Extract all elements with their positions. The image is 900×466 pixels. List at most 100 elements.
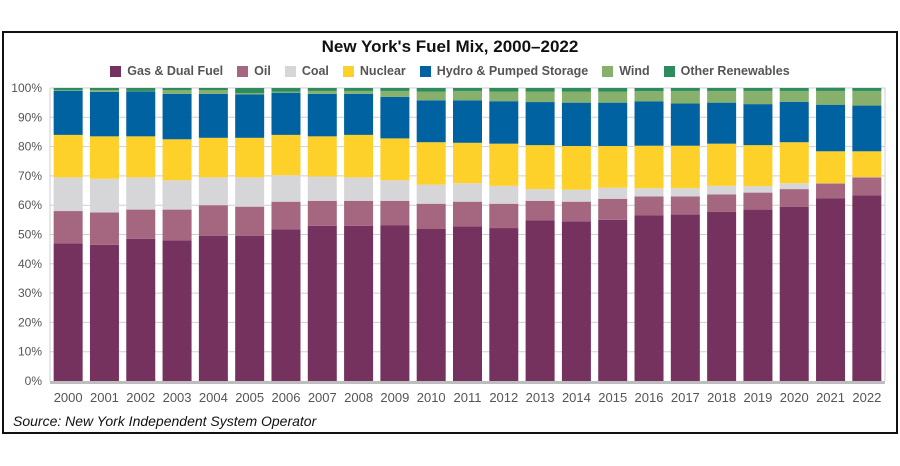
- bar-segment-other-renewables: [53, 88, 83, 91]
- x-tick-label: 2002: [126, 390, 155, 405]
- bar-segment-nuclear: [743, 145, 773, 187]
- legend-label: Hydro & Pumped Storage: [436, 64, 589, 78]
- x-tick-label: 2012: [489, 390, 518, 405]
- bar-segment-other-renewables: [561, 88, 591, 92]
- bar-segment-wind: [743, 90, 773, 105]
- bar-segment-nuclear: [307, 136, 337, 177]
- bar-segment-wind: [707, 90, 737, 103]
- bar-segment-gas-dual-fuel: [489, 228, 519, 381]
- legend-swatch: [602, 65, 614, 77]
- bar-segment-nuclear: [634, 145, 664, 189]
- bar-segment-coal: [126, 177, 156, 210]
- legend-label: Oil: [254, 64, 271, 78]
- bar-segment-hydro-pumped-storage: [670, 103, 700, 146]
- bar-segment-oil: [525, 200, 555, 221]
- bar-segment-other-renewables: [235, 88, 265, 93]
- bar-segment-gas-dual-fuel: [561, 221, 591, 381]
- y-tick-label: 60%: [18, 198, 42, 212]
- x-tick-label: 2014: [562, 390, 591, 405]
- bar-segment-wind: [561, 91, 591, 103]
- x-tick-label: 2010: [417, 390, 446, 405]
- bar-segment-wind: [307, 90, 337, 94]
- bar-segment-other-renewables: [816, 87, 846, 91]
- bar-segment-nuclear: [598, 146, 628, 188]
- x-tick-label: 2016: [635, 390, 664, 405]
- bar-segment-other-renewables: [634, 88, 664, 92]
- bar-segment-oil: [307, 200, 337, 226]
- bar-segment-nuclear: [162, 139, 192, 181]
- bar-segment-gas-dual-fuel: [126, 238, 156, 381]
- legend-label: Gas & Dual Fuel: [127, 64, 224, 78]
- bar-segment-other-renewables: [307, 88, 337, 91]
- bar-segment-gas-dual-fuel: [707, 211, 737, 381]
- legend-swatch: [663, 65, 675, 77]
- bar-segment-hydro-pumped-storage: [126, 91, 156, 137]
- bar-segment-other-renewables: [162, 88, 192, 91]
- bar-segment-coal: [525, 189, 555, 201]
- x-tick-label: 2006: [272, 390, 301, 405]
- legend-label: Other Renewables: [680, 64, 790, 78]
- legend-swatch: [419, 65, 431, 77]
- legend-label: Coal: [301, 64, 329, 78]
- bar-segment-other-renewables: [525, 88, 555, 92]
- bar-segment-wind: [816, 90, 846, 105]
- bar-segment-oil: [126, 209, 156, 239]
- bar-segment-hydro-pumped-storage: [307, 93, 337, 137]
- bar-segment-wind: [271, 91, 301, 93]
- bar-segment-gas-dual-fuel: [416, 228, 446, 381]
- bar-segment-coal: [89, 178, 119, 213]
- bar-segment-oil: [561, 201, 591, 222]
- bar-segment-nuclear: [344, 134, 374, 178]
- legend-item: Coal: [284, 64, 329, 78]
- bar-segment-gas-dual-fuel: [271, 229, 301, 381]
- bar-segment-oil: [89, 212, 119, 245]
- bar-segment-other-renewables: [89, 88, 119, 91]
- bar-segment-wind: [380, 90, 410, 97]
- legend-item: Gas & Dual Fuel: [110, 64, 223, 78]
- bar-segment-wind: [344, 90, 374, 94]
- bar-segment-oil: [380, 200, 410, 226]
- y-tick-label: 20%: [18, 315, 42, 329]
- bar-segment-other-renewables: [126, 88, 156, 91]
- x-tick-label: 2009: [380, 390, 409, 405]
- bar-segment-hydro-pumped-storage: [561, 102, 591, 147]
- bar-segment-wind: [198, 90, 228, 94]
- bar-segment-gas-dual-fuel: [779, 206, 809, 381]
- bar-segment-hydro-pumped-storage: [453, 100, 482, 143]
- bar-segment-wind: [779, 90, 809, 102]
- bar-segment-hydro-pumped-storage: [271, 92, 301, 135]
- legend-item: Oil: [237, 64, 271, 78]
- bar-segment-oil: [235, 206, 265, 236]
- legend-swatch: [284, 65, 296, 77]
- legend-swatch: [110, 65, 122, 77]
- x-tick-label: 2000: [54, 390, 83, 405]
- y-tick-label: 80%: [18, 140, 42, 154]
- bar-segment-hydro-pumped-storage: [816, 104, 846, 152]
- bar-segment-hydro-pumped-storage: [89, 91, 119, 137]
- bar-segment-coal: [634, 188, 664, 197]
- bar-segment-other-renewables: [743, 88, 773, 91]
- bar-segment-oil: [416, 203, 446, 229]
- x-tick-label: 2007: [308, 390, 337, 405]
- bar-segment-nuclear: [271, 134, 301, 176]
- bar-segment-other-renewables: [670, 88, 700, 91]
- bar-segment-other-renewables: [198, 88, 228, 91]
- bar-segment-coal: [307, 176, 337, 201]
- bar-segment-nuclear: [126, 136, 156, 178]
- bar-segment-gas-dual-fuel: [89, 244, 119, 381]
- bar-segment-oil: [634, 196, 664, 216]
- x-tick-label: 2021: [816, 390, 845, 405]
- bar-segment-oil: [198, 205, 228, 236]
- bar-segment-coal: [779, 183, 809, 190]
- bar-segment-nuclear: [525, 145, 555, 190]
- legend-item: Nuclear: [342, 64, 406, 78]
- bar-segment-other-renewables: [453, 88, 482, 91]
- bar-segment-other-renewables: [852, 88, 882, 91]
- bar-segment-hydro-pumped-storage: [162, 93, 192, 140]
- y-tick-label: 40%: [18, 257, 42, 271]
- bar-segment-wind: [162, 90, 192, 94]
- legend-swatch: [237, 65, 249, 77]
- bar-segment-coal: [453, 183, 482, 202]
- bar-segment-coal: [670, 188, 700, 197]
